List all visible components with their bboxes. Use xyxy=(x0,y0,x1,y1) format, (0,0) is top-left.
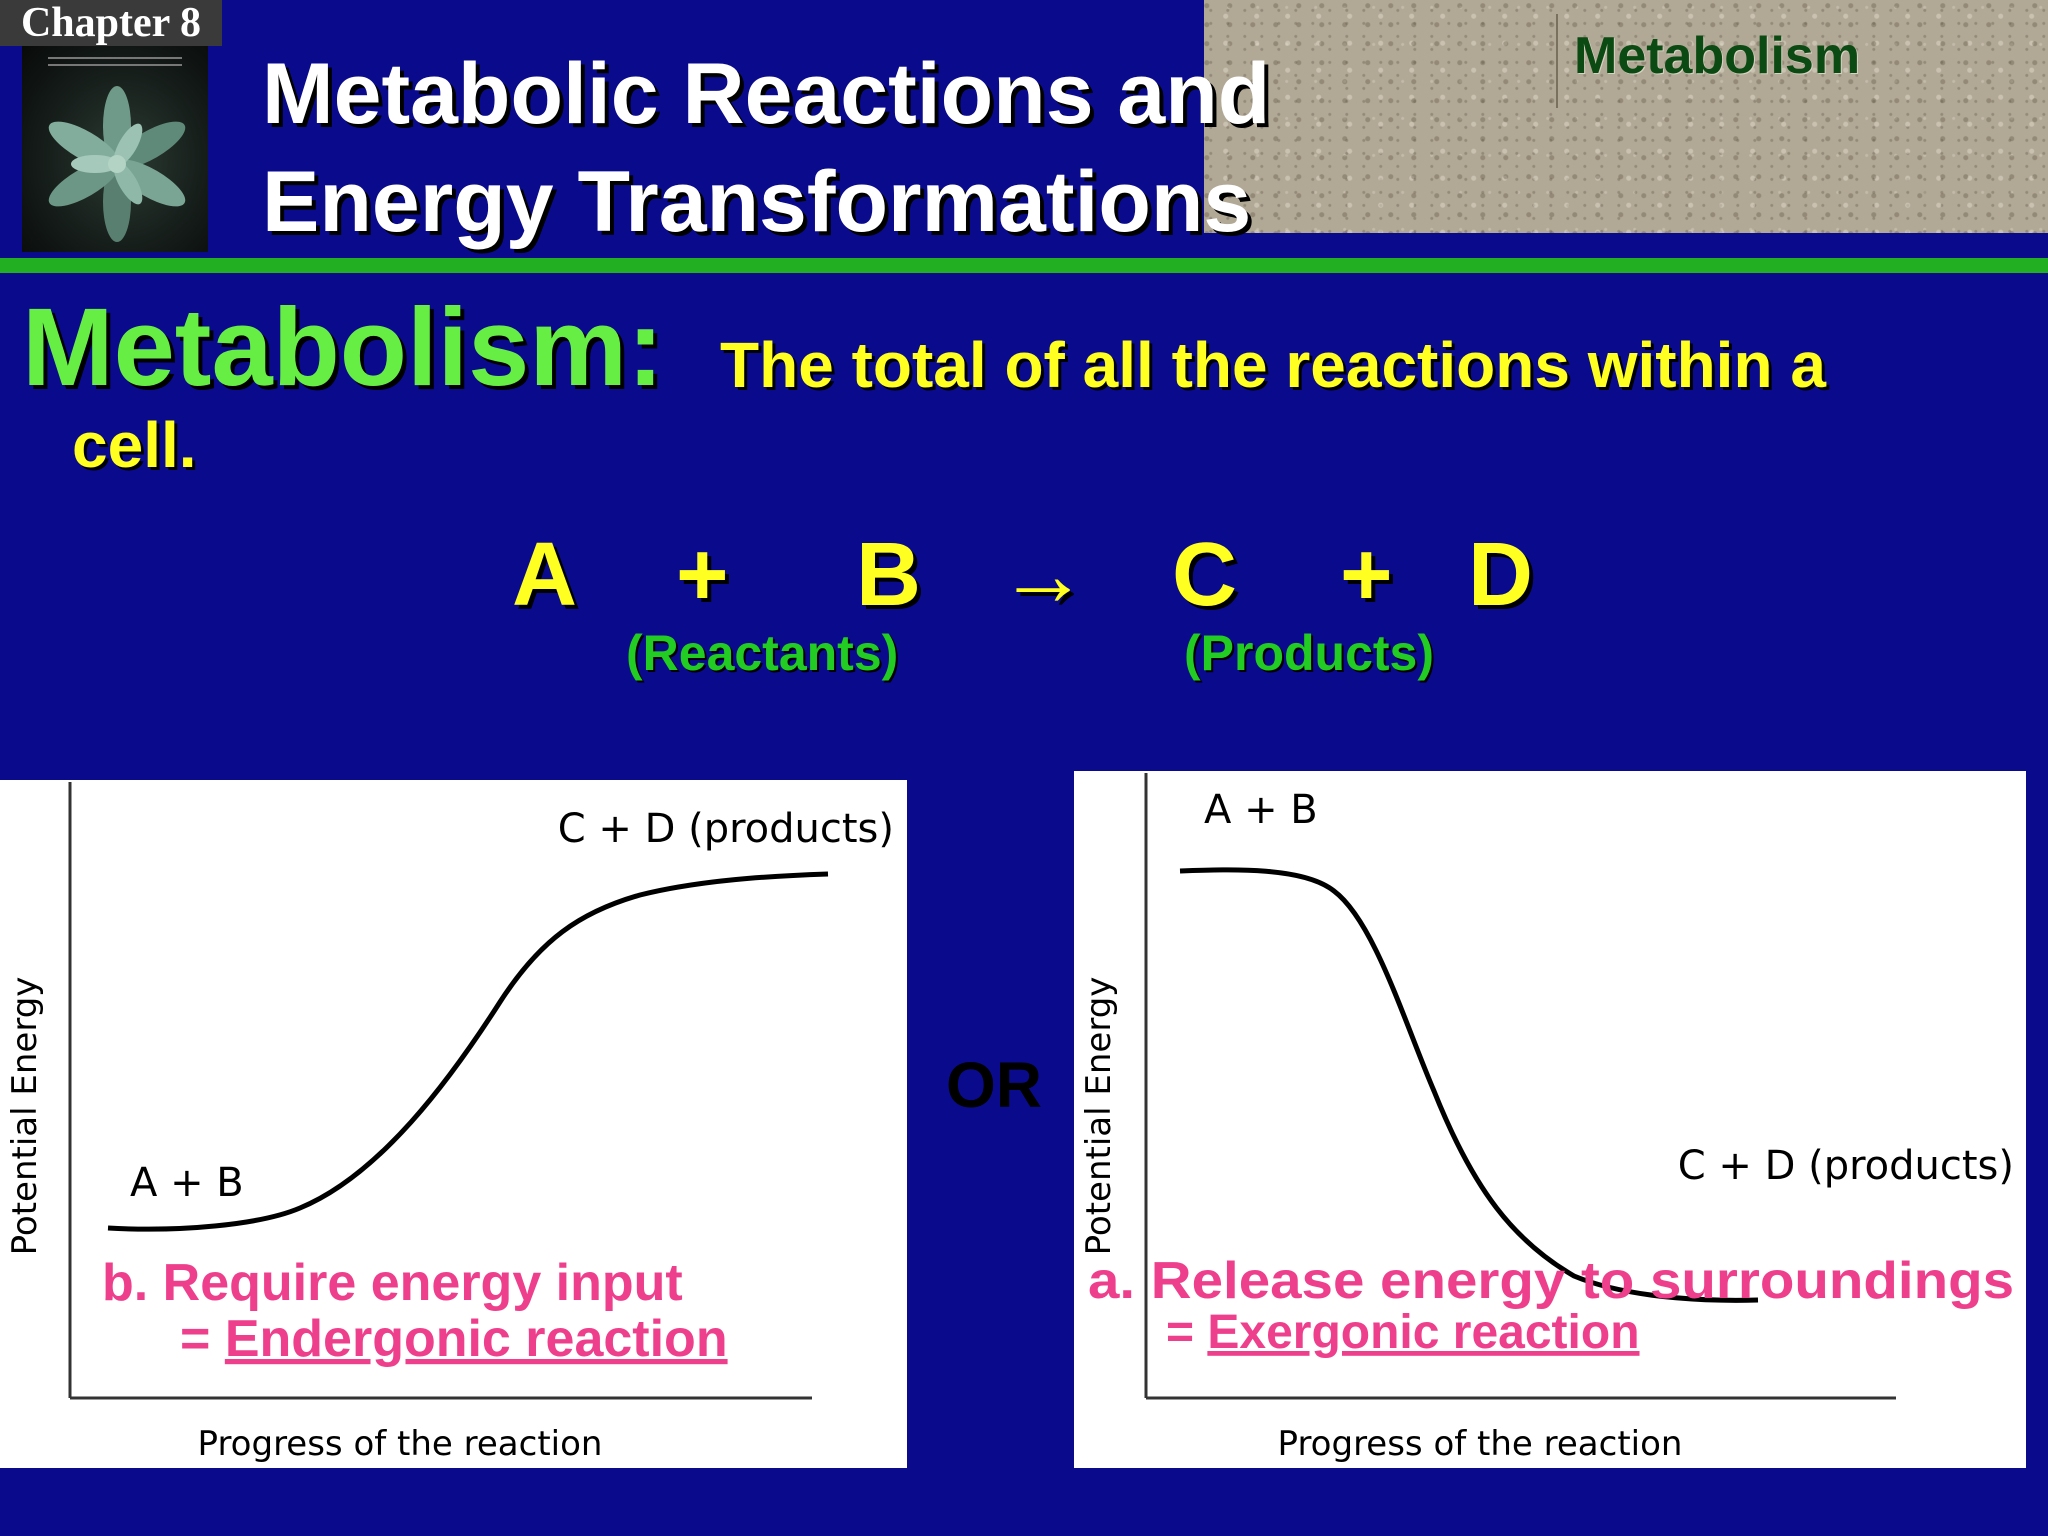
slide-title: Metabolic Reactions and Energy Transform… xyxy=(262,40,1270,256)
energy-curve xyxy=(107,871,829,1232)
section-label: Metabolism xyxy=(1574,27,1861,85)
equation-reactant-b: B xyxy=(856,525,921,625)
start-state-label: A + B xyxy=(130,1160,244,1206)
end-state-label: C + D (products) xyxy=(558,806,894,852)
y-axis-label: Potential Energy xyxy=(5,977,45,1256)
endergonic-term: Endergonic reaction xyxy=(225,1310,728,1368)
reactants-label: (Reactants) xyxy=(626,625,899,681)
products-label: (Products) xyxy=(1184,625,1434,681)
equation-arrow: → xyxy=(998,525,1088,625)
exergonic-energy-diagram: Potential Energy Progress of the reactio… xyxy=(1074,771,2026,1468)
definition-term: Metabolism: xyxy=(22,286,664,409)
caption-prefix: = xyxy=(1166,1306,1207,1359)
slide-title-line-1: Metabolic Reactions and xyxy=(262,46,1271,142)
equation-product-c: C xyxy=(1172,525,1237,625)
definition-text-continued: cell. xyxy=(72,409,197,481)
end-state-label: C + D (products) xyxy=(1678,1143,2014,1189)
endergonic-energy-diagram: Potential Energy Progress of the reactio… xyxy=(0,780,907,1468)
exergonic-term: Exergonic reaction xyxy=(1207,1306,1639,1359)
start-state-label: A + B xyxy=(1204,787,1318,833)
equation-plus: + xyxy=(1340,525,1393,625)
definition-text: The total of all the reactions within a xyxy=(720,329,1826,401)
header-texture-panel xyxy=(1204,0,2048,233)
equation-reactant-a: A xyxy=(512,525,577,625)
x-axis-label: Progress of the reaction xyxy=(1278,1424,1683,1464)
svg-text:= Exergonic reaction: = Exergonic reaction xyxy=(1166,1306,1640,1359)
y-axis-label: Potential Energy xyxy=(1079,977,1119,1256)
equation-product-d: D xyxy=(1468,525,1533,625)
caption-line-1: b. Require energy input xyxy=(102,1254,683,1312)
energy-curve xyxy=(1179,867,1759,1303)
slide-title-line-2: Energy Transformations xyxy=(262,154,1252,250)
svg-text:= Endergonic reaction: = Endergonic reaction xyxy=(180,1310,728,1368)
chapter-label: Chapter 8 xyxy=(0,0,222,46)
x-axis-label: Progress of the reaction xyxy=(198,1424,603,1464)
equation-plus: + xyxy=(676,525,729,625)
header-rule xyxy=(0,258,2048,273)
header-divider xyxy=(1556,14,1558,108)
caption-prefix: = xyxy=(180,1310,225,1368)
or-label: OR xyxy=(946,1049,1042,1121)
book-cover-image xyxy=(22,46,208,252)
caption-line-1: a. Release energy to surroundings xyxy=(1088,1252,2014,1310)
